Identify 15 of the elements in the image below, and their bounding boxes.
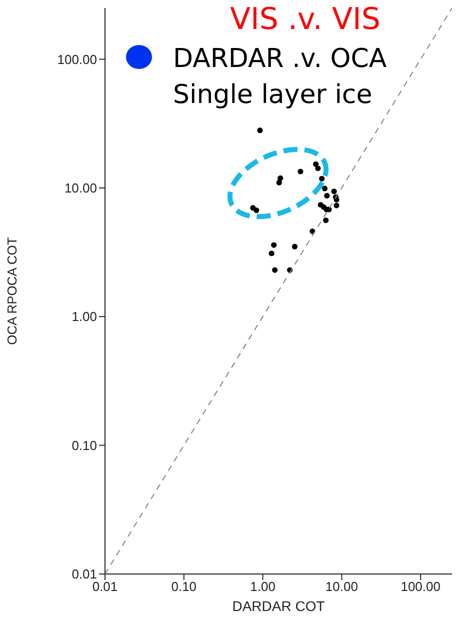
- x-axis-title: DARDAR COT: [232, 598, 326, 614]
- y-tick-label: 1.00: [72, 309, 97, 324]
- x-tick-label: 100.00: [400, 579, 440, 594]
- annotation: DARDAR .v. OCA: [173, 44, 387, 74]
- annotation: VIS .v. VIS: [230, 2, 380, 37]
- x-tick-label: 1.00: [250, 579, 276, 594]
- y-tick-label: 10.00: [64, 180, 97, 196]
- x-tick-label: 10.00: [325, 579, 358, 594]
- annotation: Single layer ice: [173, 80, 372, 110]
- y-tick-label: 0.10: [72, 438, 97, 453]
- x-tick-label: 0.01: [92, 579, 118, 594]
- y-tick-label: 0.01: [72, 566, 97, 582]
- x-tick-label: 0.10: [171, 579, 197, 594]
- y-tick-label: 100.00: [57, 52, 97, 67]
- y-axis-title: OCA RPOCA COT: [4, 237, 20, 345]
